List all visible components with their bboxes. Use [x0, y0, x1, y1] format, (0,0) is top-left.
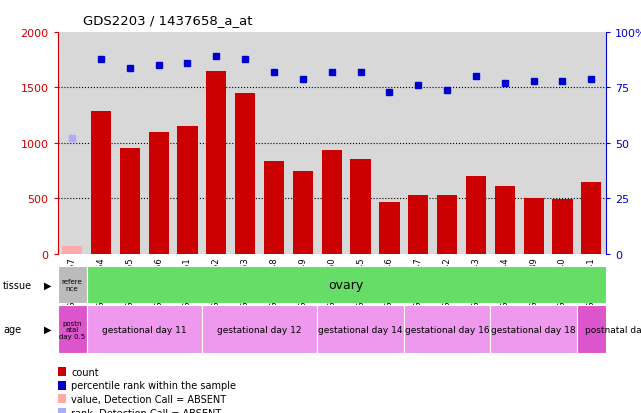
Bar [317, 306, 404, 353]
Text: refere
nce: refere nce [62, 278, 83, 292]
Text: ▶: ▶ [44, 280, 52, 290]
Text: postnatal day 2: postnatal day 2 [585, 325, 641, 334]
Text: gestational day 12: gestational day 12 [217, 325, 302, 334]
Bar [581, 182, 601, 254]
Bar [322, 150, 342, 254]
Text: ▶: ▶ [44, 324, 52, 334]
Text: percentile rank within the sample: percentile rank within the sample [71, 380, 236, 390]
Bar [206, 72, 226, 254]
Bar [178, 127, 197, 254]
Bar [202, 306, 317, 353]
Bar [120, 149, 140, 254]
Text: age: age [3, 324, 21, 334]
Text: gestational day 14: gestational day 14 [319, 325, 403, 334]
Bar [149, 133, 169, 254]
Bar [495, 187, 515, 254]
Text: gestational day 18: gestational day 18 [491, 325, 576, 334]
Bar [293, 171, 313, 254]
Text: postn
atal
day 0.5: postn atal day 0.5 [59, 320, 85, 339]
Text: ovary: ovary [329, 278, 363, 292]
Bar [87, 306, 202, 353]
Text: rank, Detection Call = ABSENT: rank, Detection Call = ABSENT [71, 408, 221, 413]
Bar [91, 112, 111, 254]
Bar [351, 160, 370, 254]
Text: gestational day 11: gestational day 11 [102, 325, 187, 334]
Bar [553, 200, 572, 254]
Text: tissue: tissue [3, 280, 32, 290]
Bar [466, 177, 486, 254]
Bar [490, 306, 577, 353]
Bar [408, 195, 428, 254]
Bar [58, 266, 87, 304]
Bar [235, 94, 255, 254]
Text: value, Detection Call = ABSENT: value, Detection Call = ABSENT [71, 394, 226, 404]
Text: gestational day 16: gestational day 16 [404, 325, 490, 334]
Bar [379, 202, 399, 254]
Bar [62, 246, 82, 254]
Bar [437, 195, 457, 254]
Bar [524, 199, 544, 254]
Text: count: count [71, 367, 99, 377]
Text: GDS2203 / 1437658_a_at: GDS2203 / 1437658_a_at [83, 14, 253, 27]
Bar [58, 306, 87, 353]
Bar [264, 161, 284, 254]
Bar [404, 306, 490, 353]
Bar [577, 306, 641, 353]
